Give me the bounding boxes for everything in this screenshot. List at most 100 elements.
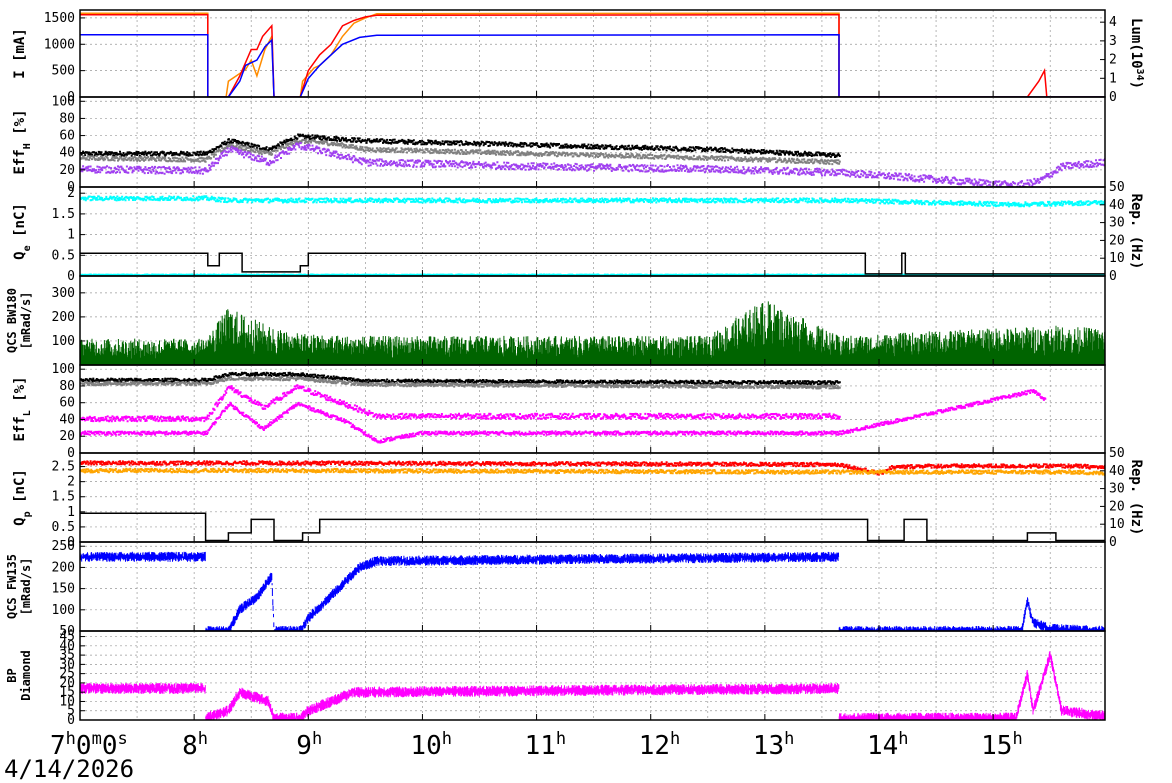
ytick-right-label: 20 (1109, 233, 1125, 248)
ytick-label: 0.5 (52, 520, 75, 535)
panel-current: 0 500 1000 1500 0 1 2 3 4 I [mA] Lum(1034) (12, 9, 1146, 105)
ytick-label: 80 (59, 111, 75, 126)
xtick-label: 7h0m0s (50, 729, 128, 761)
ytick-label: 2 (67, 186, 75, 201)
ylabel-left: BP (5, 668, 19, 682)
ytick-label: 1 (67, 228, 75, 243)
ytick-right-label: 4 (1109, 15, 1117, 30)
xtick-label: 14h (867, 729, 909, 761)
ytick-right-label: 50 (1109, 446, 1125, 461)
ytick-label: 2.5 (52, 460, 75, 475)
ytick-label: 0 (67, 446, 75, 461)
xtick-label: 15h (981, 729, 1023, 761)
ylabel-left: Qp [nC] (12, 469, 33, 526)
ytick-label: 1 (67, 505, 75, 520)
ytick-label: 0 (67, 269, 75, 284)
ytick-label: 1500 (44, 11, 75, 26)
xtick-label: 11h (525, 729, 567, 761)
panel-frame (79, 630, 1106, 721)
series-qe-0 (80, 195, 1105, 208)
series-group (80, 551, 1105, 631)
ytick-label: 1000 (44, 37, 75, 52)
ytick-right-label: 20 (1109, 499, 1125, 514)
ytick-right-label: 3 (1109, 34, 1117, 49)
ytick-label: 45 (59, 630, 75, 645)
ytick-label: 100 (52, 603, 75, 618)
ylabel-left: QCS FW135 (5, 554, 19, 619)
ytick-right-label: 50 (1109, 180, 1125, 195)
ytick-label: 250 (52, 539, 75, 554)
chart-date: 4/14/2026 (4, 755, 135, 783)
ytick-label: 300 (52, 286, 75, 301)
ytick-label: 60 (59, 129, 75, 144)
ytick-label: 1.5 (52, 207, 75, 222)
ytick-label: 40 (59, 639, 75, 654)
ytick-label: 100 (52, 94, 75, 109)
panel-qcs_bw: 100 200 300 QCS BW180 [mRad/s] (5, 275, 1106, 366)
series-group (80, 195, 1105, 276)
xtick-label: 12h (639, 729, 681, 761)
ytick-label: 20 (59, 676, 75, 691)
series-qp-0 (80, 460, 1105, 476)
ytick-right-label: 0 (1109, 90, 1117, 105)
ytick-label: 0.5 (52, 248, 75, 263)
series-current-1 (80, 13, 1105, 97)
panel-qcs_fw: 50 100 150 200 250 QCS FW135 [mRad/s] (5, 539, 1106, 639)
series-effl-0 (80, 371, 841, 386)
series-current-0 (80, 12, 1105, 97)
ytick-right-label: 40 (1109, 464, 1125, 479)
series-qp-2 (80, 512, 1105, 542)
ytick-right-label: 1 (1109, 71, 1117, 86)
ylabel-left: EffH [%] (12, 109, 33, 174)
ytick-label: 2 (67, 475, 75, 490)
series-qcs_fw-0 (80, 551, 1105, 631)
ylabel-left: I [mA] (12, 28, 28, 79)
ytick-right-label: 40 (1109, 198, 1125, 213)
series-group (80, 133, 1105, 187)
ytick-label: 5 (67, 704, 75, 719)
series-effh-1 (80, 138, 841, 166)
ytick-right-label: 0 (1109, 535, 1117, 550)
ytick-label: 10 (59, 694, 75, 709)
ylabel-left: Qe [nC] (12, 203, 33, 260)
series-group (80, 301, 1105, 365)
ytick-label: 200 (52, 310, 75, 325)
ylabel-right: Rep. (Hz) (1128, 194, 1144, 270)
ytick-label: 0 (67, 535, 75, 550)
ylabel-left: [mRad/s] (19, 292, 33, 350)
ytick-label: 150 (52, 582, 75, 597)
series-group (80, 12, 1105, 97)
ytick-label: 500 (52, 64, 75, 79)
ytick-label: 100 (52, 334, 75, 349)
series-qcs_bw-0 (80, 301, 1105, 365)
ytick-right-label: 10 (1109, 251, 1125, 266)
ytick-label: 60 (59, 396, 75, 411)
ytick-label: 30 (59, 657, 75, 672)
ylabel-left: QCS BW180 (5, 288, 19, 353)
ytick-right-label: 10 (1109, 517, 1125, 532)
panel-effh: 0 20 40 60 80 100 EffH [%] (12, 94, 1106, 195)
x-axis: 7h0m0s 8h 9h 10h 11h 12h 13h 14h 15h (50, 729, 1023, 761)
xtick-label: 10h (410, 729, 452, 761)
ylabel-right: Lum(1034) (1128, 18, 1146, 89)
series-effl-3 (80, 389, 1047, 444)
ytick-label: 80 (59, 379, 75, 394)
series-qe-2 (80, 252, 1105, 275)
ylabel-left: [mRad/s] (19, 558, 33, 616)
series-current-2 (80, 34, 1105, 97)
xtick-label: 8h (182, 729, 208, 761)
ytick-label: 20 (59, 429, 75, 444)
ylabel-left: EffL [%] (12, 376, 33, 441)
ylabel-right: Rep. (Hz) (1128, 460, 1144, 536)
ylabel-left: Diamond (19, 650, 33, 701)
series-bp-0 (80, 651, 1105, 720)
ytick-right-label: 0 (1109, 269, 1117, 284)
series-effl-2 (80, 384, 841, 423)
panel-frame (79, 9, 1106, 98)
ytick-label: 100 (52, 362, 75, 377)
xtick-label: 13h (753, 729, 795, 761)
